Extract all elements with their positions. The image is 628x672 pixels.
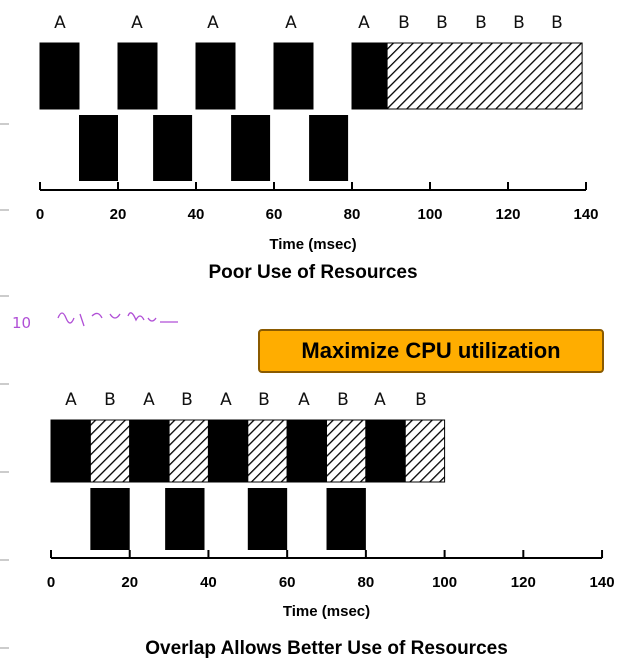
process-label-a: A — [65, 390, 77, 410]
process-label-a: A — [358, 13, 370, 33]
process-label-b: B — [181, 390, 193, 410]
cpu-burst-b — [386, 42, 583, 110]
chart-caption: Overlap Allows Better Use of Resources — [145, 638, 508, 659]
axis-tick-label: 140 — [573, 206, 598, 223]
process-label-b: B — [475, 13, 487, 33]
axis-title: Time (msec) — [283, 603, 370, 620]
process-label-b: B — [415, 390, 427, 410]
process-label-a: A — [285, 13, 297, 33]
cpu-burst-a — [207, 419, 249, 483]
cpu-burst-a — [273, 42, 314, 110]
margin-marks — [0, 123, 9, 649]
process-label-b: B — [551, 13, 563, 33]
handwritten-note: 10 — [12, 314, 31, 332]
io-burst — [153, 115, 193, 181]
handwritten-scribble-icon — [57, 312, 178, 327]
cpu-burst-a — [286, 419, 328, 483]
axis-tick-label: 100 — [417, 206, 442, 223]
axis-tick-label: 0 — [36, 206, 44, 223]
cpu-burst-a — [50, 419, 91, 483]
axis-title: Time (msec) — [269, 236, 356, 253]
axis-tick-label: 100 — [432, 574, 457, 591]
process-label-b: B — [104, 390, 116, 410]
process-label-b: B — [258, 390, 270, 410]
overlap-chart: A B A B A B A B A B 0 20 40 60 80 100 120 140 Time (msec) O… — [47, 390, 615, 659]
cpu-burst-b — [404, 419, 446, 483]
axis-tick-label: 20 — [110, 206, 127, 223]
io-burst — [231, 115, 271, 181]
process-label-a: A — [207, 13, 219, 33]
axis-tick-label: 120 — [511, 574, 536, 591]
cpu-burst-b — [326, 419, 367, 483]
axis-tick-label: 120 — [495, 206, 520, 223]
process-label-a: A — [298, 390, 310, 410]
axis-tick-label: 40 — [200, 574, 217, 591]
cpu-burst-a — [351, 42, 388, 110]
process-label-a: A — [131, 13, 143, 33]
axis-tick-label: 60 — [279, 574, 296, 591]
process-label-a: A — [54, 13, 66, 33]
cpu-burst-b — [89, 419, 131, 483]
axis-tick-label: 140 — [590, 574, 615, 591]
cpu-burst-b — [168, 419, 209, 483]
cpu-burst-b — [247, 419, 288, 483]
cpu-burst-a — [195, 42, 236, 110]
process-label-b: B — [513, 13, 525, 33]
cpu-burst-a — [117, 42, 158, 110]
axis-tick-label: 80 — [344, 206, 361, 223]
process-label-a: A — [143, 390, 155, 410]
axis-tick-label: 40 — [188, 206, 205, 223]
io-burst — [326, 488, 366, 550]
process-label-a: A — [374, 390, 386, 410]
poor-use-chart: A A A A A B B B B B 0 20 40 60 80 100 120 140 Time (msec) P… — [36, 13, 599, 283]
io-burst — [309, 115, 349, 181]
cpu-burst-a — [365, 419, 406, 483]
process-label-b: B — [436, 13, 448, 33]
cpu-burst-a — [39, 42, 80, 110]
process-label-a: A — [220, 390, 232, 410]
io-burst — [247, 488, 288, 550]
axis-tick-label: 20 — [121, 574, 138, 591]
chart-caption: Poor Use of Resources — [208, 262, 417, 283]
axis-tick-label: 0 — [47, 574, 55, 591]
axis-tick-label: 80 — [358, 574, 375, 591]
io-burst — [79, 115, 118, 181]
axis-tick-label: 60 — [266, 206, 283, 223]
maximize-cpu-callout: Maximize CPU utilization — [258, 329, 604, 373]
process-label-b: B — [337, 390, 349, 410]
io-burst — [90, 488, 130, 550]
io-burst — [165, 488, 205, 550]
process-label-b: B — [398, 13, 410, 33]
cpu-burst-a — [129, 419, 170, 483]
